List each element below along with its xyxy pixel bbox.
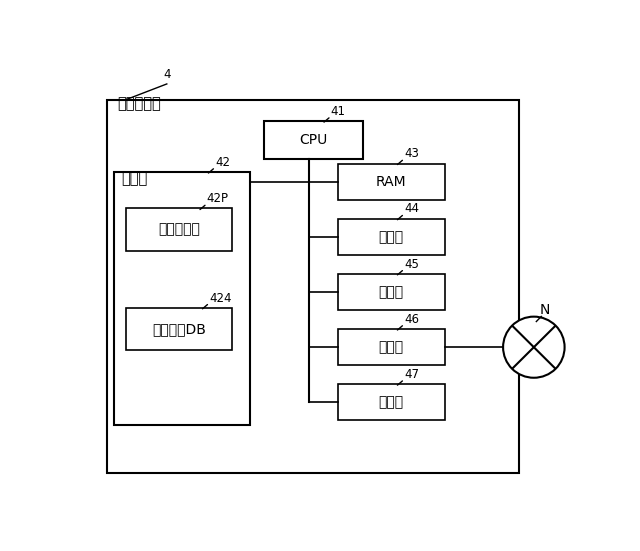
Bar	[338, 219, 445, 255]
Bar	[338, 274, 445, 310]
Ellipse shape	[503, 317, 564, 378]
Text: 42P: 42P	[207, 192, 228, 206]
Text: 47: 47	[404, 368, 419, 381]
Text: プログラム: プログラム	[158, 223, 200, 236]
Text: 課金情報DB: 課金情報DB	[152, 322, 206, 336]
Text: 42: 42	[215, 156, 230, 169]
Bar	[114, 172, 250, 425]
Text: RAM: RAM	[376, 175, 406, 189]
Text: CPU: CPU	[299, 133, 327, 147]
Text: 計時部: 計時部	[379, 396, 404, 409]
Text: 入力部: 入力部	[379, 230, 404, 244]
Text: 4: 4	[163, 68, 170, 81]
Bar	[338, 329, 445, 365]
Text: 表示部: 表示部	[379, 285, 404, 299]
Text: N: N	[540, 303, 550, 317]
Bar	[264, 121, 363, 159]
Bar	[125, 208, 232, 251]
Text: 45: 45	[404, 258, 419, 271]
Bar	[108, 100, 519, 473]
Bar	[125, 308, 232, 350]
Text: サーバ装置: サーバ装置	[117, 96, 161, 111]
Text: 41: 41	[330, 105, 346, 118]
Text: 43: 43	[404, 147, 419, 160]
Text: 記憶部: 記憶部	[121, 171, 147, 186]
Text: 通信部: 通信部	[379, 340, 404, 354]
Bar	[338, 385, 445, 420]
Text: 424: 424	[209, 291, 232, 305]
Text: 44: 44	[404, 202, 419, 215]
Text: 46: 46	[404, 313, 419, 326]
Bar	[338, 164, 445, 200]
